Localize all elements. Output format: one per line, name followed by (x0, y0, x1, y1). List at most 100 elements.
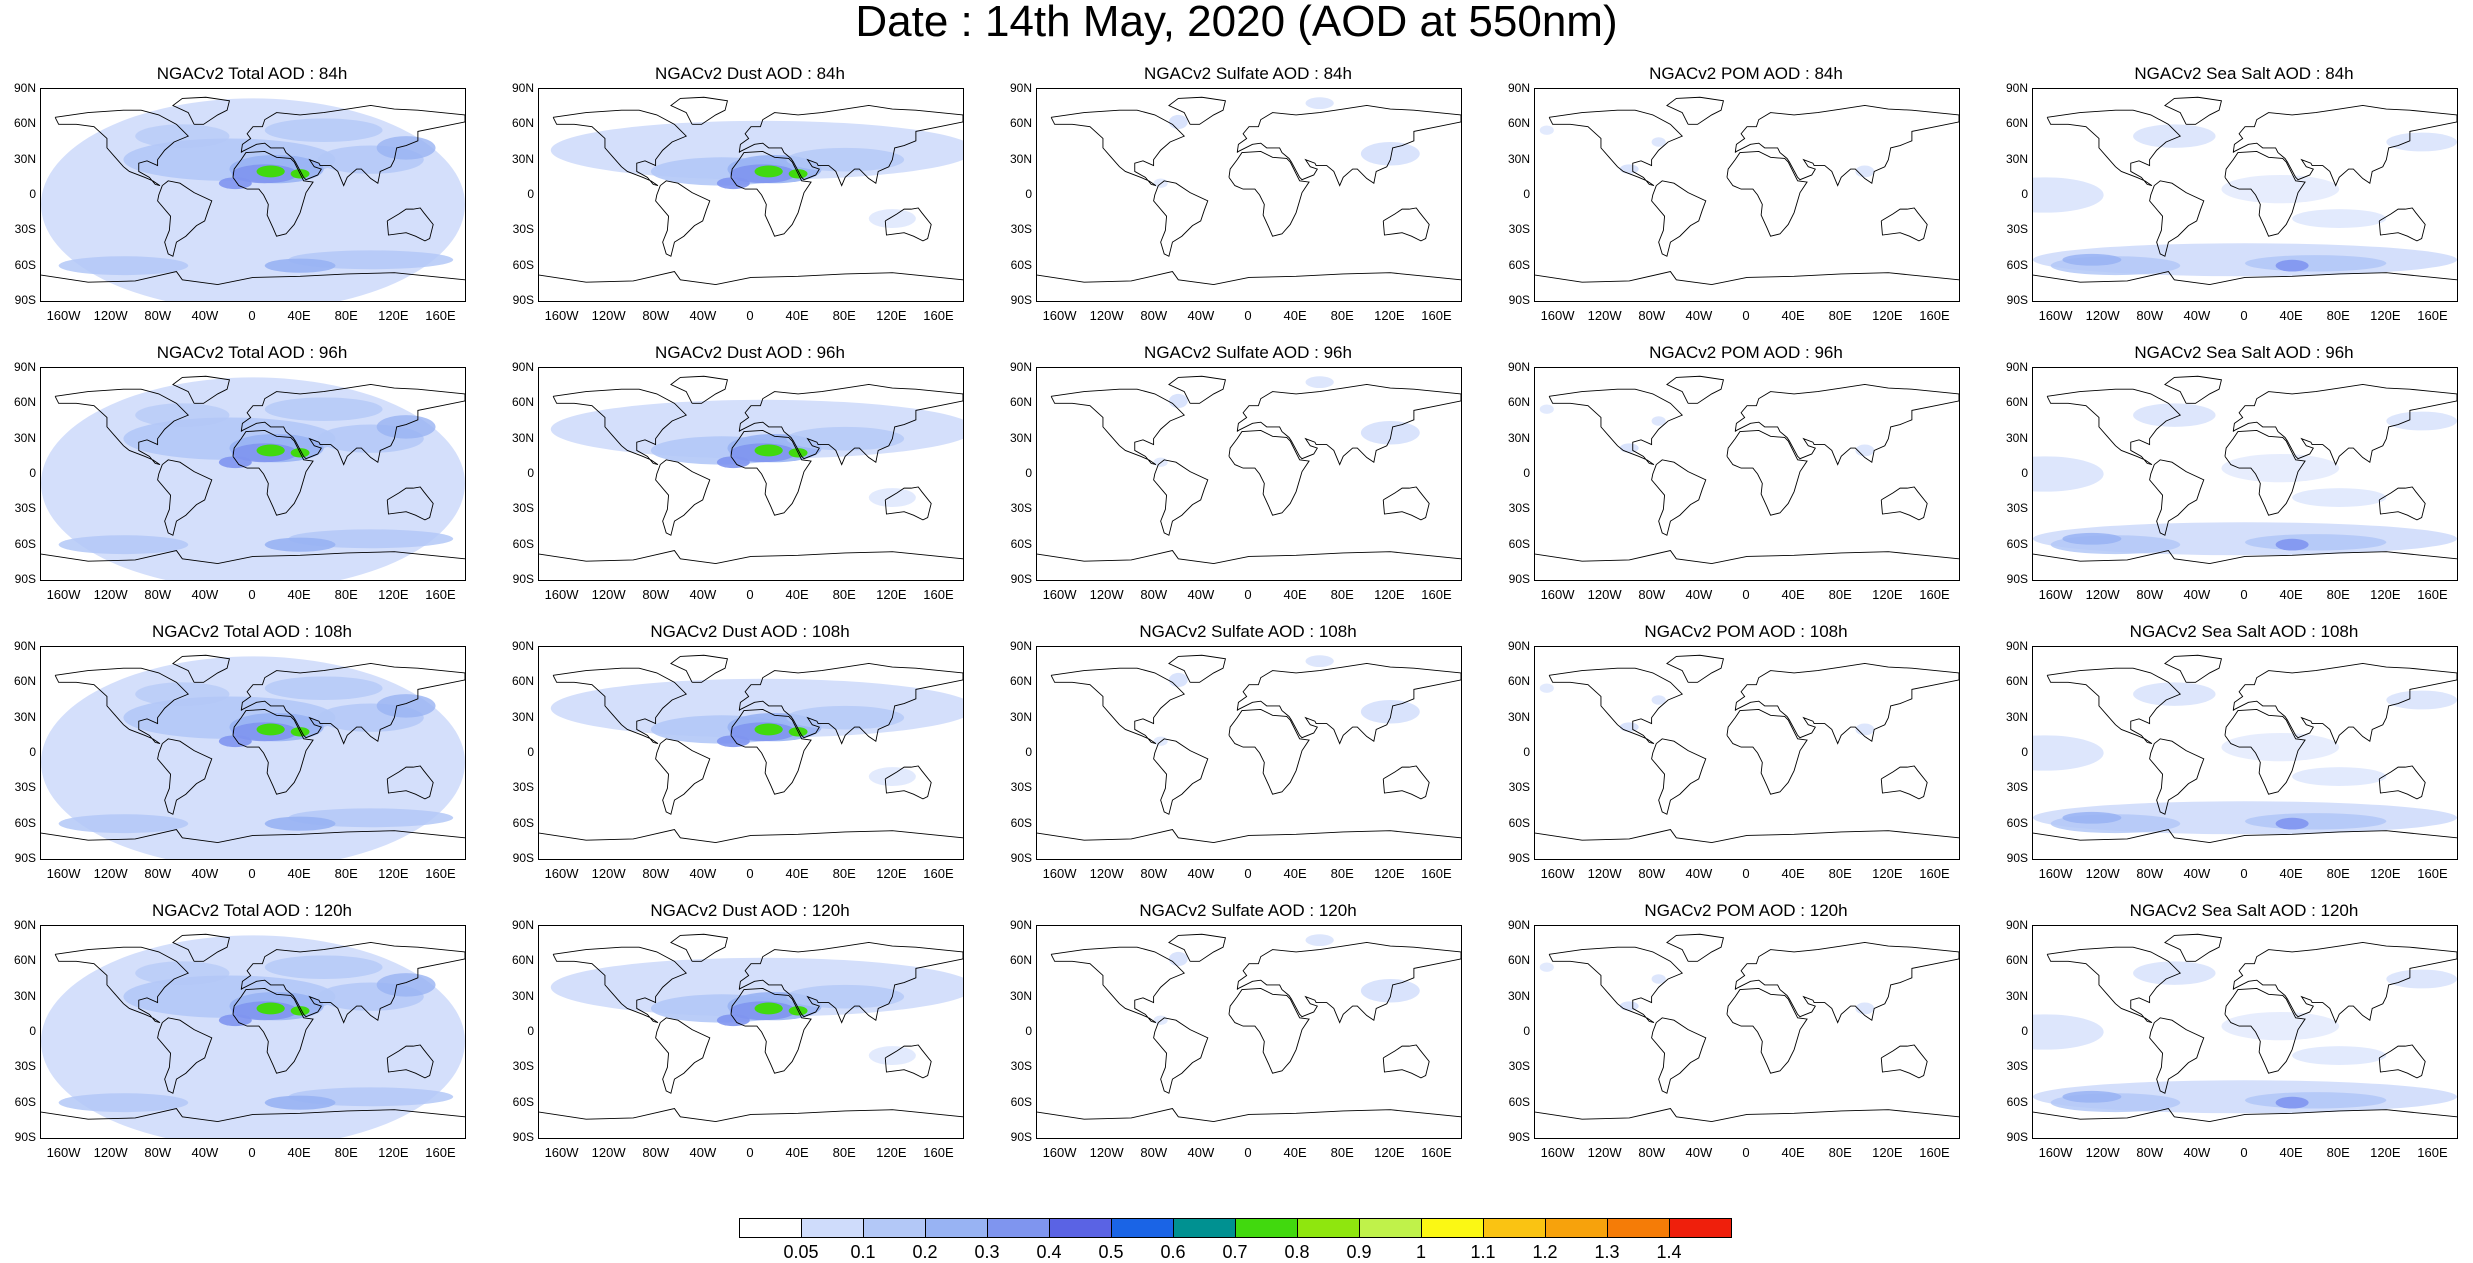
lon-tick-label: 80E (832, 308, 856, 323)
lon-tick-label: 120W (93, 308, 128, 323)
aod-field-region (2386, 690, 2457, 710)
aod-field-region (264, 537, 336, 552)
aod-field-region (264, 955, 383, 979)
aod-field-region (1168, 951, 1188, 967)
lat-tick-label: 60N (1507, 953, 1530, 968)
coastline (1050, 388, 1186, 466)
coastline (1153, 738, 1209, 815)
world-map (2033, 654, 2457, 843)
lat-tick-label: 90S (1508, 851, 1530, 865)
lon-tick-label: 0 (1742, 1145, 1750, 1160)
aod-field-region (2275, 259, 2309, 272)
lon-tick-label: 160E (1421, 587, 1452, 602)
lon-tick-label: 120W (1587, 308, 1622, 323)
lon-tick-label: 40W (1685, 1145, 1713, 1160)
aod-field-region (1168, 393, 1188, 409)
map-panel: NGACv2 Sea Salt AOD : 96h 90N 60N 30N 0 30S 60… (2006, 343, 2473, 602)
map-panel: NGACv2 Sulfate AOD : 96h 90N 60N 30N 0 30S 60S… (1010, 343, 1536, 602)
lon-tick-label: 120W (93, 866, 128, 881)
lon-tick-label: 80W (642, 1145, 670, 1160)
lon-tick-label: 40E (287, 1145, 311, 1160)
world-map (41, 654, 465, 859)
coastline (2149, 180, 2205, 257)
lat-tick-label: 30N (1009, 430, 1032, 445)
coastline (670, 654, 729, 683)
lon-tick-label: 40W (1187, 587, 1215, 602)
coastline (1228, 987, 1310, 1074)
lon-tick-label: 40E (785, 587, 809, 602)
world-map (1037, 933, 1461, 1122)
lat-tick-label: 90N (2005, 81, 2028, 95)
lon-tick-label: 40W (1685, 587, 1713, 602)
lat-tick-label: 60N (511, 953, 534, 968)
coastline (1726, 987, 1808, 1074)
map-panel: NGACv2 POM AOD : 84h 90N 60N 30N 0 30S 60S 90S 1… (1508, 64, 2034, 323)
coastline (552, 667, 688, 745)
lat-tick-label: 0 (2021, 466, 2028, 480)
lon-tick-label: 40E (1781, 1145, 1805, 1160)
map-frame (538, 646, 964, 860)
aod-field-region (2275, 817, 2309, 830)
lat-tick-label: 30N (2005, 430, 2028, 445)
lon-tick-label: 160E (1421, 308, 1452, 323)
colorbar-label: 0.3 (974, 1242, 1000, 1262)
map-panel: NGACv2 POM AOD : 108h 90N 60N 30N 0 30S 60S 90S… (1508, 622, 2034, 881)
lat-tick-label: 90N (1009, 639, 1032, 653)
lon-tick-label: 120W (1089, 1145, 1124, 1160)
coastline (1382, 765, 1430, 800)
aod-field-region (1360, 421, 1420, 445)
lon-tick-label: 120E (1872, 1145, 1903, 1160)
lon-tick-label: 80W (1638, 1145, 1666, 1160)
lon-tick-label: 0 (1742, 587, 1750, 602)
lat-tick-label: 0 (1523, 466, 1530, 480)
world-map (41, 375, 465, 580)
coastline (1666, 96, 1725, 125)
map-panel: NGACv2 Dust AOD : 120h 90N 60N 30N 0 30S 60S 90… (512, 901, 1038, 1160)
lat-tick-label: 60S (1508, 1094, 1530, 1109)
page-title: Date : 14th May, 2020 (AOD at 550nm) (855, 0, 1618, 46)
lon-tick-label: 160E (425, 1145, 456, 1160)
aod-field-region (2221, 453, 2340, 483)
lat-tick-label: 60S (2006, 536, 2028, 551)
map-frame (1534, 646, 1960, 860)
lat-tick-label: 30S (1508, 501, 1530, 516)
lat-tick-label: 0 (1025, 187, 1032, 201)
colorbar-swatch (1297, 1218, 1360, 1238)
lat-tick-label: 60N (13, 395, 36, 410)
aod-field-region (1651, 695, 1666, 705)
panel-title: NGACv2 Dust AOD : 120h (650, 901, 850, 920)
lon-tick-label: 40E (785, 308, 809, 323)
colorbar-label: 0.1 (850, 1242, 876, 1262)
lon-tick-label: 40W (2183, 308, 2211, 323)
coastline (1535, 829, 1959, 843)
coastline (1382, 486, 1430, 521)
colorbar-label: 1.3 (1594, 1242, 1620, 1262)
lat-tick-label: 30N (2005, 988, 2028, 1003)
lon-tick-label: 160E (923, 866, 954, 881)
lat-tick-label: 90S (1508, 572, 1530, 586)
lon-tick-label: 160W (544, 308, 579, 323)
world-map (41, 933, 465, 1138)
lon-tick-label: 160W (2038, 587, 2073, 602)
coastline (1050, 946, 1186, 1024)
coastline (1651, 180, 1707, 257)
coastline (232, 150, 314, 237)
coastline (1651, 738, 1707, 815)
lon-tick-label: 0 (2240, 1145, 2248, 1160)
coastline (1548, 667, 1684, 745)
lat-tick-label: 30N (13, 151, 36, 166)
lat-tick-label: 60S (1010, 257, 1032, 272)
aod-field-region (786, 147, 905, 172)
coastline (730, 987, 812, 1074)
coastline (1734, 105, 1959, 187)
lon-tick-label: 0 (746, 308, 754, 323)
world-map (2033, 375, 2457, 564)
aod-field-region (754, 1002, 783, 1015)
map-frame (40, 925, 466, 1139)
map-panel: NGACv2 Dust AOD : 96h 90N 60N 30N 0 30S 60S 90S… (512, 343, 1038, 602)
aod-field-region (218, 177, 252, 190)
world-map (41, 96, 465, 301)
map-panel: NGACv2 Total AOD : 108h 90N 60N 30N 0 30S 60S 9… (14, 622, 540, 881)
lat-tick-label: 60N (511, 395, 534, 410)
coastline (1228, 708, 1310, 795)
